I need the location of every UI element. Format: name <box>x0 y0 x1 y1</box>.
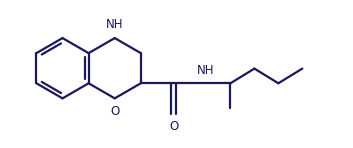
Text: O: O <box>110 105 119 118</box>
Text: NH: NH <box>197 64 215 77</box>
Text: O: O <box>169 120 178 133</box>
Text: NH: NH <box>106 18 124 32</box>
